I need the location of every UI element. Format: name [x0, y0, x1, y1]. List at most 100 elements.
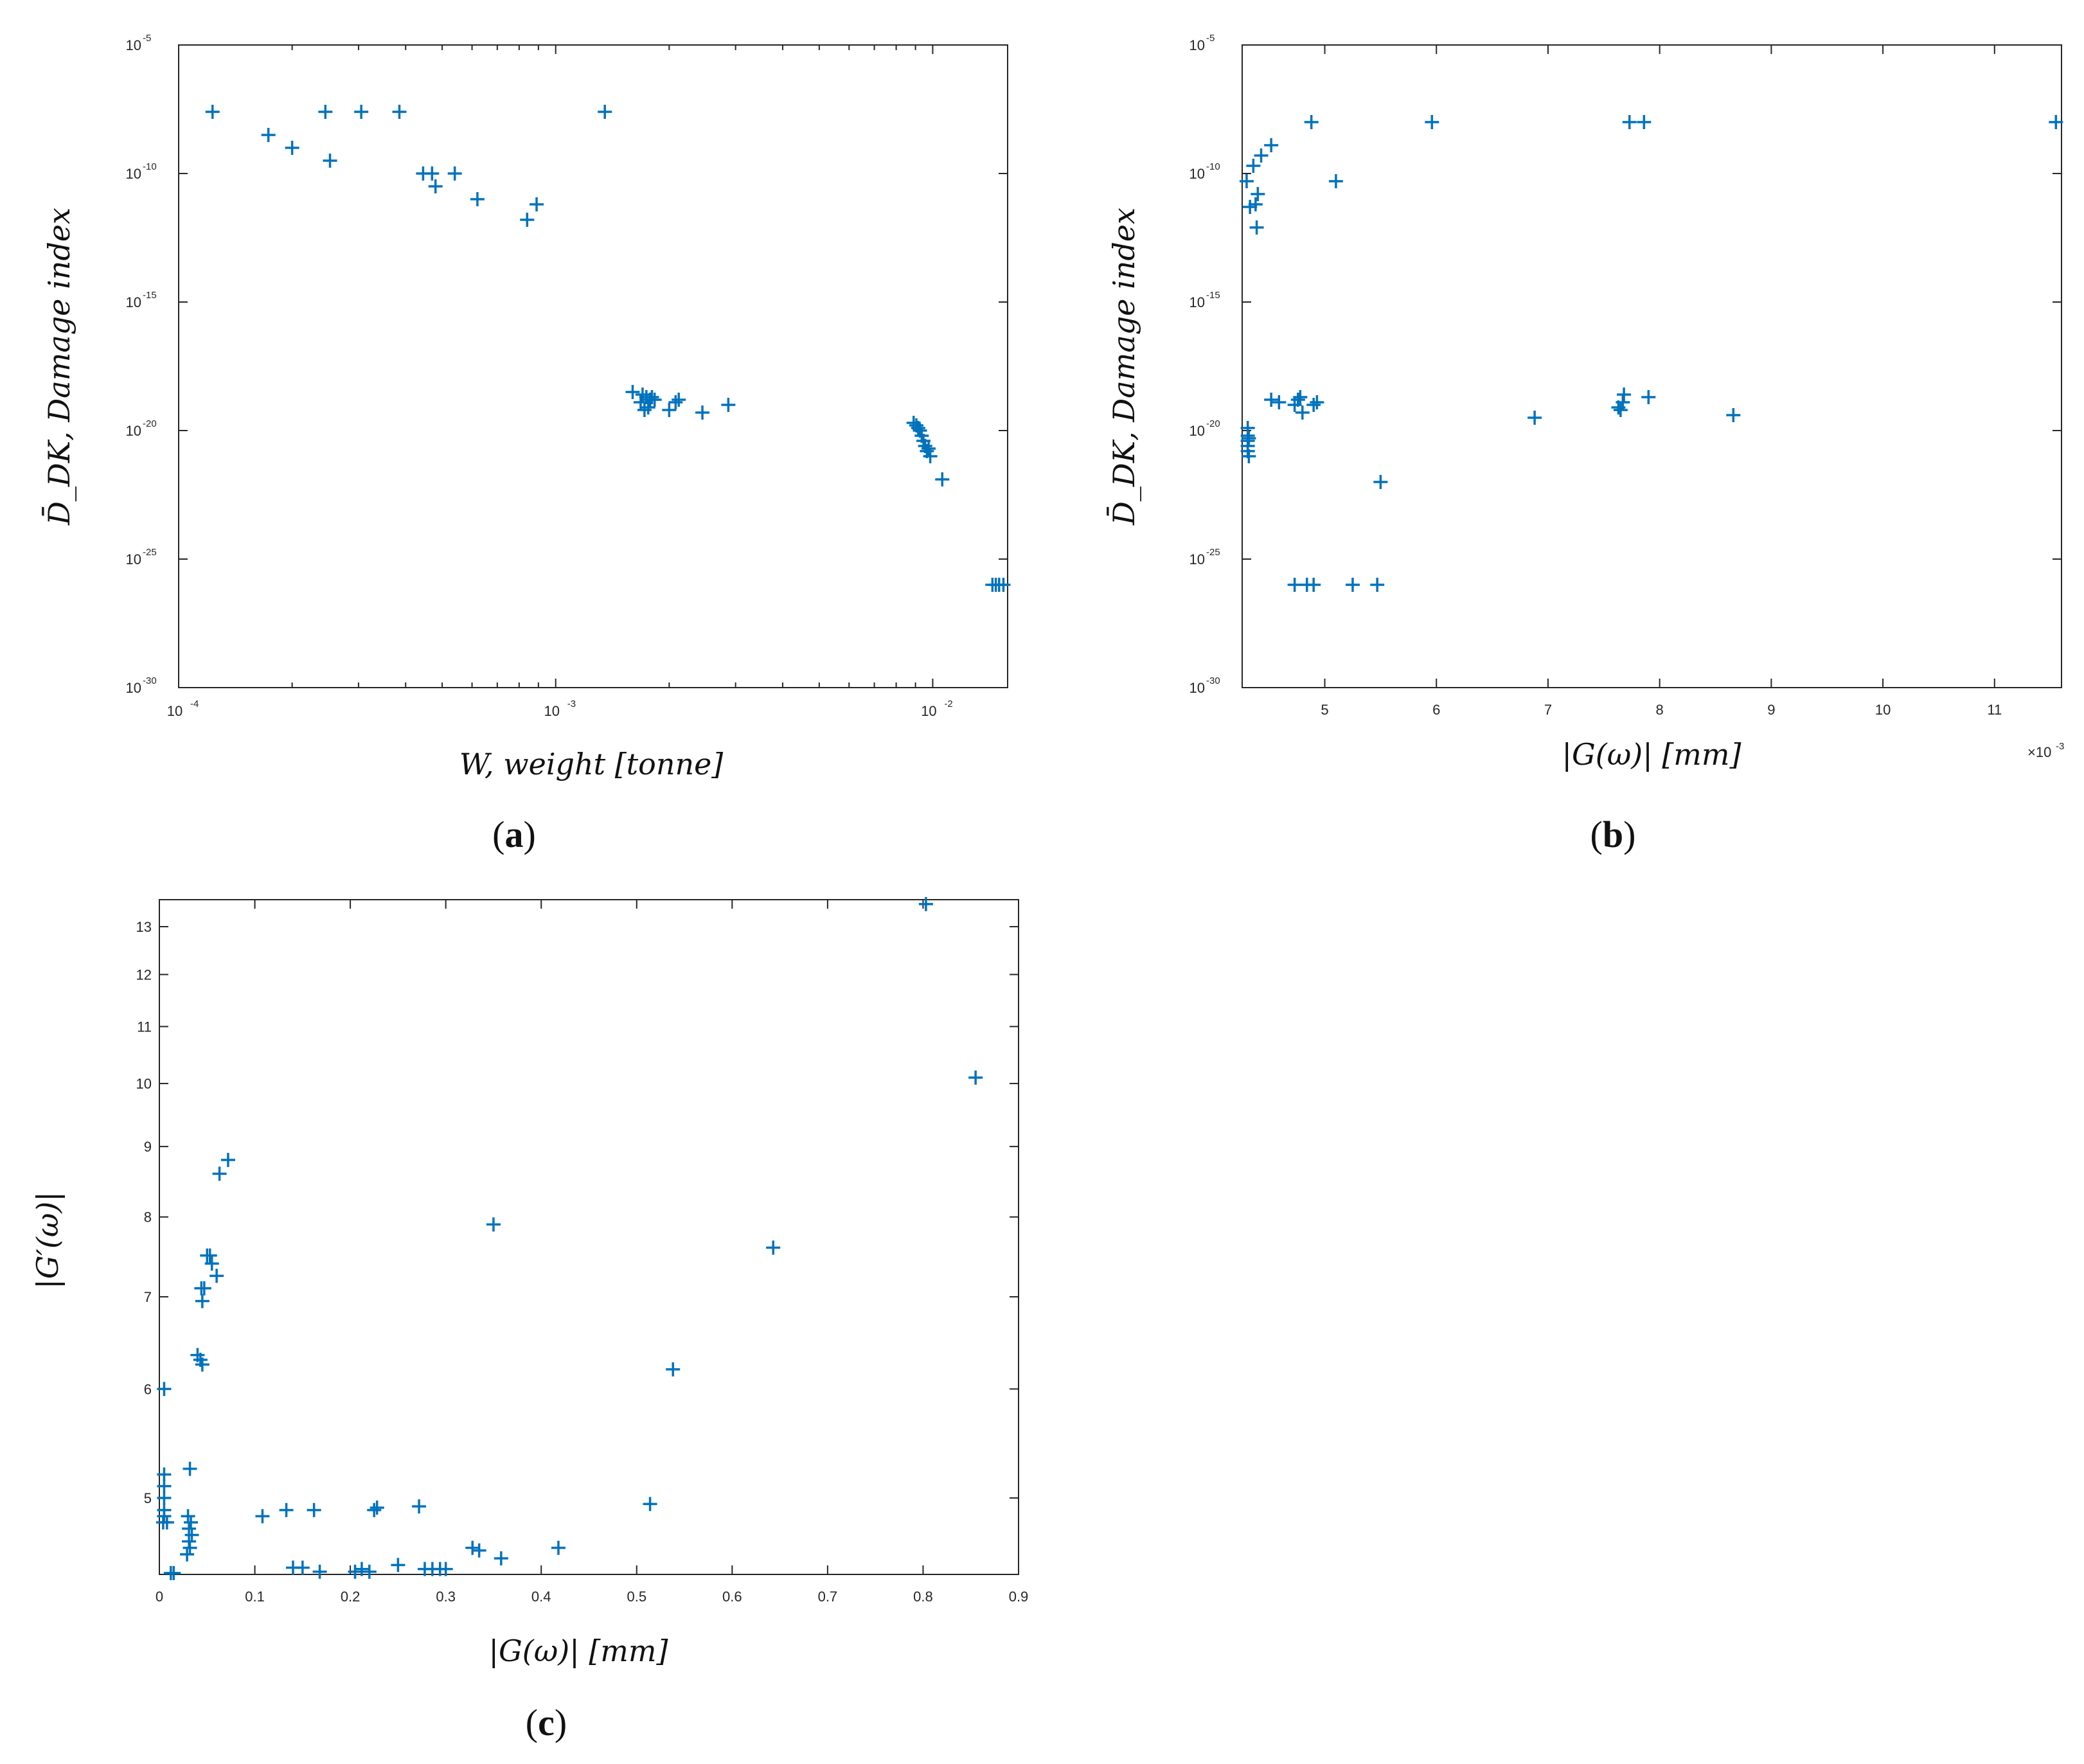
y-tick-label: 10	[136, 1076, 152, 1092]
x-tick-label: 9	[1767, 702, 1775, 718]
y-tick-label: 10	[1189, 37, 1205, 53]
x-axis-label: W, weight [tonne]	[459, 747, 724, 781]
data-point	[470, 192, 485, 206]
data-point	[312, 1564, 327, 1579]
data-point	[255, 1509, 270, 1524]
data-point	[1272, 395, 1287, 409]
panel-label: (c)	[526, 1702, 567, 1743]
y-tick-exponent: -10	[1206, 161, 1220, 172]
x-tick-label: 10	[544, 703, 559, 719]
data-point	[323, 154, 337, 168]
data-point	[180, 1547, 195, 1562]
y-tick-exponent: -10	[143, 161, 157, 172]
y-tick-label: 10	[1189, 294, 1205, 310]
data-point	[921, 441, 936, 456]
y-tick-label: 10	[126, 551, 141, 567]
data-point	[1242, 431, 1256, 445]
data-point	[370, 1501, 384, 1515]
data-point	[1254, 148, 1269, 163]
data-point	[1249, 220, 1264, 235]
data-point	[159, 1515, 174, 1530]
data-point	[279, 1502, 294, 1517]
data-point	[1726, 408, 1741, 422]
data-point	[367, 1502, 382, 1517]
y-axis-label: |G′(ω)|	[30, 1191, 65, 1289]
data-point	[2049, 115, 2063, 129]
x-tick-label: 10	[921, 703, 936, 719]
data-point	[641, 400, 655, 414]
data-point	[1306, 578, 1321, 592]
data-point	[202, 1248, 217, 1263]
data-point	[721, 398, 736, 412]
y-tick-label: 10	[126, 166, 141, 182]
x-axis-label: |G(ω)| [mm]	[489, 1634, 668, 1668]
data-point	[968, 1070, 983, 1085]
data-point	[472, 1543, 486, 1558]
data-point	[1373, 475, 1388, 489]
x-tick-label: 0.1	[245, 1589, 265, 1605]
data-point	[1248, 197, 1263, 211]
data-point	[1264, 393, 1279, 407]
data-point	[1239, 174, 1254, 188]
y-tick-label: 6	[144, 1381, 152, 1397]
data-point	[1328, 174, 1343, 188]
x-tick-label: 10	[1875, 702, 1891, 718]
panel-label-close: )	[524, 814, 536, 855]
y-tick-label: 12	[136, 967, 152, 983]
y-tick-exponent: -5	[1206, 33, 1215, 44]
y-tick-exponent: -20	[143, 418, 157, 429]
data-point	[1304, 115, 1319, 129]
x-tick-label: 0.7	[818, 1589, 838, 1605]
data-point	[392, 105, 407, 119]
data-point	[1295, 405, 1310, 420]
x-tick-label: 11	[1987, 702, 2002, 718]
data-point	[643, 1497, 657, 1511]
x-tick-exponent: -4	[190, 699, 199, 709]
data-point	[1370, 578, 1385, 592]
x-tick-label: 0.6	[722, 1589, 742, 1605]
data-point	[182, 1521, 197, 1536]
y-tick-label: 10	[1189, 166, 1205, 182]
y-axis-label: D̄_DK, Damage index	[41, 208, 76, 526]
panel-label-close: )	[1623, 814, 1635, 855]
x-tick-label: 10	[167, 703, 183, 719]
plot-frame	[1242, 44, 2062, 688]
data-point	[1527, 411, 1542, 425]
data-point	[157, 1491, 172, 1506]
y-tick-exponent: -15	[1206, 290, 1220, 301]
data-point	[204, 1256, 219, 1271]
y-tick-exponent: -25	[143, 547, 157, 558]
data-point	[551, 1540, 566, 1555]
data-point	[157, 1382, 172, 1396]
data-point	[1310, 395, 1324, 409]
y-tick-label: 5	[144, 1490, 152, 1506]
y-axis-label: D̄_DK, Damage index	[1106, 208, 1141, 526]
plot-frame	[159, 899, 1019, 1575]
y-tick-exponent: -15	[143, 290, 157, 301]
data-point	[668, 395, 683, 409]
data-point	[662, 403, 677, 417]
data-point	[672, 393, 686, 407]
panel-label-letter: a	[505, 814, 524, 855]
data-point	[184, 1528, 199, 1542]
data-point	[520, 213, 535, 227]
y-tick-exponent: -25	[1206, 547, 1220, 558]
panel-c-chart: 0 0.1 0.2 0.3 0.4 0.5 0.6 0.7 0.8 0.9 5 6 7 8 9 10 11 12 1…	[30, 896, 1028, 1743]
data-point	[625, 385, 640, 399]
x-tick-label: 8	[1656, 702, 1664, 718]
data-point	[181, 1509, 195, 1524]
data-point	[1246, 159, 1261, 173]
y-tick-label: 10	[126, 294, 141, 310]
data-point	[695, 405, 710, 420]
data-point	[1613, 403, 1628, 417]
data-point	[1251, 187, 1265, 201]
y-tick-label: 10	[126, 423, 141, 439]
x-tick-label: 6	[1432, 702, 1440, 718]
y-tick-label: 10	[126, 37, 141, 53]
y-tick-label: 11	[137, 1019, 152, 1035]
data-point	[1242, 449, 1256, 463]
y-tick-label: 10	[126, 680, 141, 696]
data-point	[530, 197, 544, 211]
